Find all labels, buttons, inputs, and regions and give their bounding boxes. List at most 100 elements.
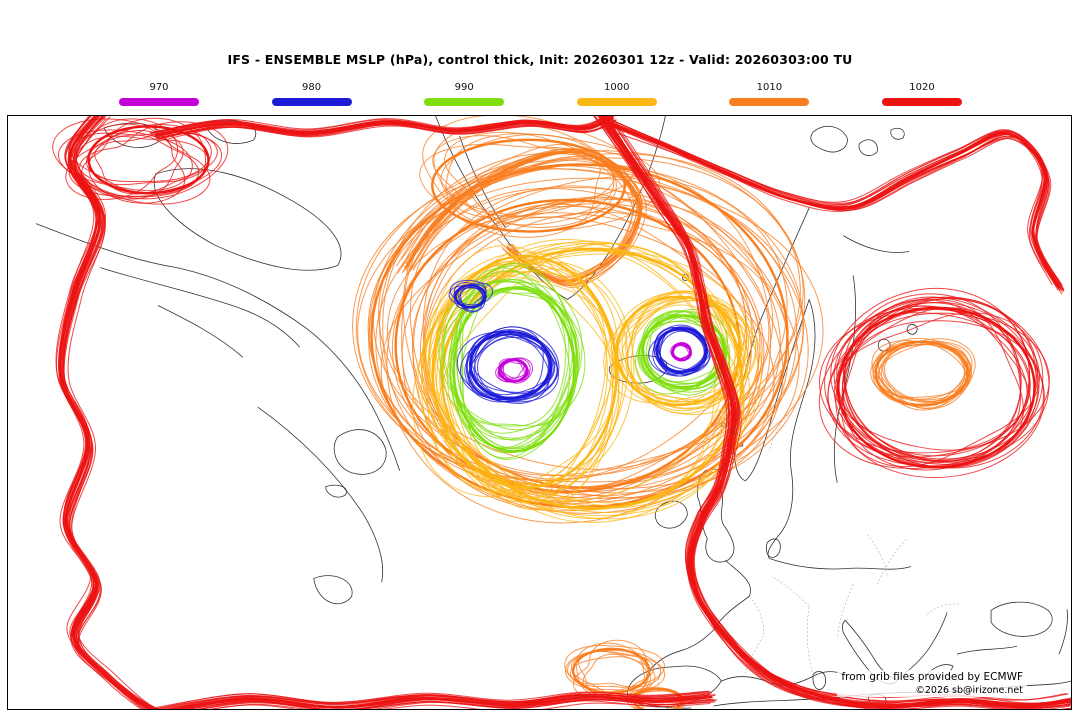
ensemble-member-path	[63, 116, 154, 709]
coastline-ireland	[654, 500, 688, 529]
ensemble-member-path	[836, 297, 1038, 463]
control-member-path	[671, 343, 692, 362]
ensemble-member-path	[605, 128, 1063, 293]
coastline-hudson-strait	[99, 267, 301, 348]
ensemble-member-path	[429, 271, 613, 498]
ensemble-member-path	[58, 116, 151, 709]
ensemble-member-path	[424, 242, 731, 507]
contour-980-low2-ring	[648, 324, 712, 377]
legend: 970 980 990 1000 1010 1020	[119, 82, 962, 106]
legend-label: 980	[302, 82, 322, 93]
legend-swatch	[881, 98, 962, 106]
ensemble-member-path	[477, 336, 550, 399]
border-segment	[771, 576, 810, 607]
control-member-path	[394, 198, 741, 493]
border-segment	[749, 596, 764, 637]
control-member-path	[58, 116, 155, 709]
control-member-path	[454, 284, 487, 309]
ensemble-member-path	[59, 116, 160, 709]
contour-970-low2-core	[670, 341, 693, 362]
ensemble-member-path	[368, 164, 805, 493]
coastline-arctic-island-2	[205, 119, 257, 144]
legend-label: 970	[149, 82, 169, 93]
ensemble-member-path	[621, 297, 745, 403]
contour-980-north-pocket	[448, 279, 494, 313]
ensemble-member-path	[474, 335, 552, 396]
coastline-labrador	[35, 223, 401, 471]
ensemble-member-path	[60, 116, 158, 709]
ensemble-member-path	[60, 116, 148, 709]
ensemble-member-path	[870, 341, 969, 405]
ensemble-member-path	[564, 650, 666, 692]
ensemble-member-path	[880, 341, 968, 402]
ensemble-member-path	[417, 249, 727, 502]
ensemble-member-path	[842, 320, 1044, 469]
ensemble-member-path	[875, 340, 973, 411]
ensemble-member-path	[408, 153, 641, 287]
coastline-sweden-baltic	[767, 299, 816, 559]
ensemble-member-path	[445, 133, 660, 232]
control-member-path	[498, 358, 529, 383]
control-member-path	[404, 150, 642, 283]
coastline-svalbard-3	[890, 127, 905, 140]
contour-1010-east-europe-ring	[870, 337, 976, 411]
ensemble-member-path	[453, 283, 487, 312]
control-member-path	[469, 330, 552, 400]
ensemble-member-path	[608, 124, 1064, 291]
contour-1020-arctic-right	[597, 116, 1065, 295]
ensemble-contours	[52, 116, 1071, 709]
ensemble-member-path	[433, 122, 616, 217]
ensemble-member-path	[582, 653, 656, 697]
lake-onega	[906, 323, 918, 335]
ensemble-member-path	[150, 116, 607, 134]
credits: from grib files provided by ECMWF ©2026 …	[837, 670, 1027, 697]
contour-970-low1-core	[495, 357, 534, 384]
border-segment	[926, 603, 962, 615]
border-segment	[806, 606, 814, 677]
contour-1020-top-edge	[149, 116, 617, 142]
provider-credit: from grib files provided by ECMWF	[841, 671, 1023, 683]
contour-1020-east-loop	[818, 287, 1050, 479]
island-sardinia	[812, 671, 826, 690]
ensemble-member-path	[444, 131, 617, 228]
ensemble-member-path	[819, 312, 1031, 454]
ensemble-member-path	[443, 289, 580, 441]
ensemble-member-path	[603, 291, 746, 404]
legend-swatch	[576, 98, 657, 106]
ensemble-member-path	[428, 263, 620, 488]
ensemble-member-path	[440, 133, 615, 218]
contour-990-low1-ring	[438, 262, 586, 460]
control-member-path	[571, 647, 651, 695]
control-member-path	[874, 340, 969, 407]
contour-1010-greenland-loop	[419, 116, 660, 238]
coastline-west-europe	[648, 560, 751, 672]
control-member-path	[154, 116, 613, 138]
ensemble-member-path	[382, 165, 804, 505]
coastline-anticosti	[325, 484, 347, 498]
ensemble-member-path	[75, 135, 209, 186]
coastline-newfoundland	[333, 429, 387, 475]
ensemble-member-path	[830, 287, 1031, 451]
ensemble-member-path	[597, 116, 1071, 709]
ensemble-member-path	[436, 260, 617, 503]
control-member-path	[431, 254, 618, 489]
ensemble-member-path	[434, 242, 751, 509]
ensemble-member-path	[60, 116, 143, 709]
legend-item-970: 970	[119, 82, 199, 106]
border-segment	[876, 538, 908, 585]
border-segment	[769, 414, 788, 451]
ensemble-member-path	[882, 338, 976, 410]
ensemble-member-path	[578, 650, 655, 697]
ensemble-member-path	[419, 143, 601, 238]
legend-item-1020: 1020	[881, 82, 962, 106]
contour-1020-main-jet	[593, 116, 1071, 709]
ensemble-member-path	[658, 328, 706, 372]
map-canvas	[35, 116, 1071, 709]
ensemble-member-path	[642, 313, 724, 383]
coastline-baffin	[153, 168, 342, 271]
contour-980-low1-ring	[456, 326, 560, 404]
coastline-kola	[843, 235, 910, 253]
ensemble-member-path	[605, 119, 1061, 291]
copyright: ©2026 sb@irizone.net	[915, 685, 1023, 696]
border-segment	[866, 534, 888, 577]
